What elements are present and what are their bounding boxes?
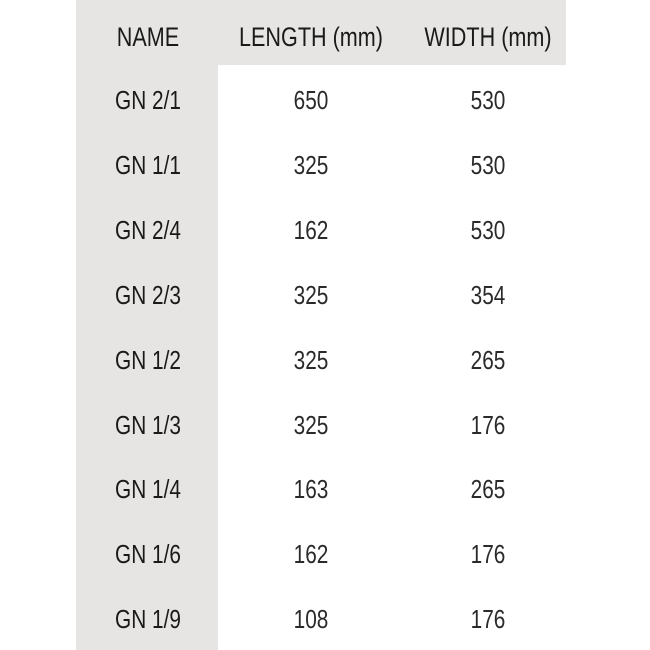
table-cell-length: 162 bbox=[293, 214, 329, 245]
table-cell-width: 176 bbox=[470, 539, 506, 570]
table-cell-length: 163 bbox=[293, 474, 329, 505]
table-cell-name: GN 1/1 bbox=[115, 149, 181, 180]
header-length: LENGTH (mm) bbox=[239, 22, 383, 52]
table-cell-name: GN 2/4 bbox=[115, 214, 181, 245]
table-cell-name: GN 1/3 bbox=[115, 409, 181, 440]
table-cell-width: 530 bbox=[470, 149, 506, 180]
table-cell-width: 176 bbox=[470, 409, 506, 440]
table-cell-name: GN 1/2 bbox=[115, 344, 181, 375]
table-cell-length: 325 bbox=[293, 344, 329, 375]
table-cell-width: 265 bbox=[470, 344, 506, 375]
table-cell-width: 530 bbox=[470, 214, 506, 245]
table-cell-width: 176 bbox=[470, 604, 506, 635]
table-cell-name: GN 1/4 bbox=[115, 474, 181, 505]
table-cell-width: 530 bbox=[470, 85, 506, 115]
header-name: NAME bbox=[116, 22, 180, 52]
table-cell-width: 265 bbox=[470, 474, 506, 505]
table-cell-name: GN 2/1 bbox=[115, 85, 181, 115]
table-cell-length: 650 bbox=[293, 85, 329, 115]
table-cell-length: 325 bbox=[293, 409, 329, 440]
table-cell-length: 325 bbox=[293, 279, 329, 310]
table-cell-length: 162 bbox=[293, 539, 329, 570]
table-cell-name: GN 1/6 bbox=[115, 539, 181, 570]
table-cell-name: GN 2/3 bbox=[115, 279, 181, 310]
table-cell-length: 325 bbox=[293, 149, 329, 180]
table-cell-width: 354 bbox=[470, 279, 506, 310]
table-cell-name: GN 1/9 bbox=[115, 604, 181, 635]
name-column-background bbox=[76, 0, 218, 650]
table-cell-length: 108 bbox=[293, 604, 329, 635]
header-width: WIDTH (mm) bbox=[424, 22, 552, 52]
